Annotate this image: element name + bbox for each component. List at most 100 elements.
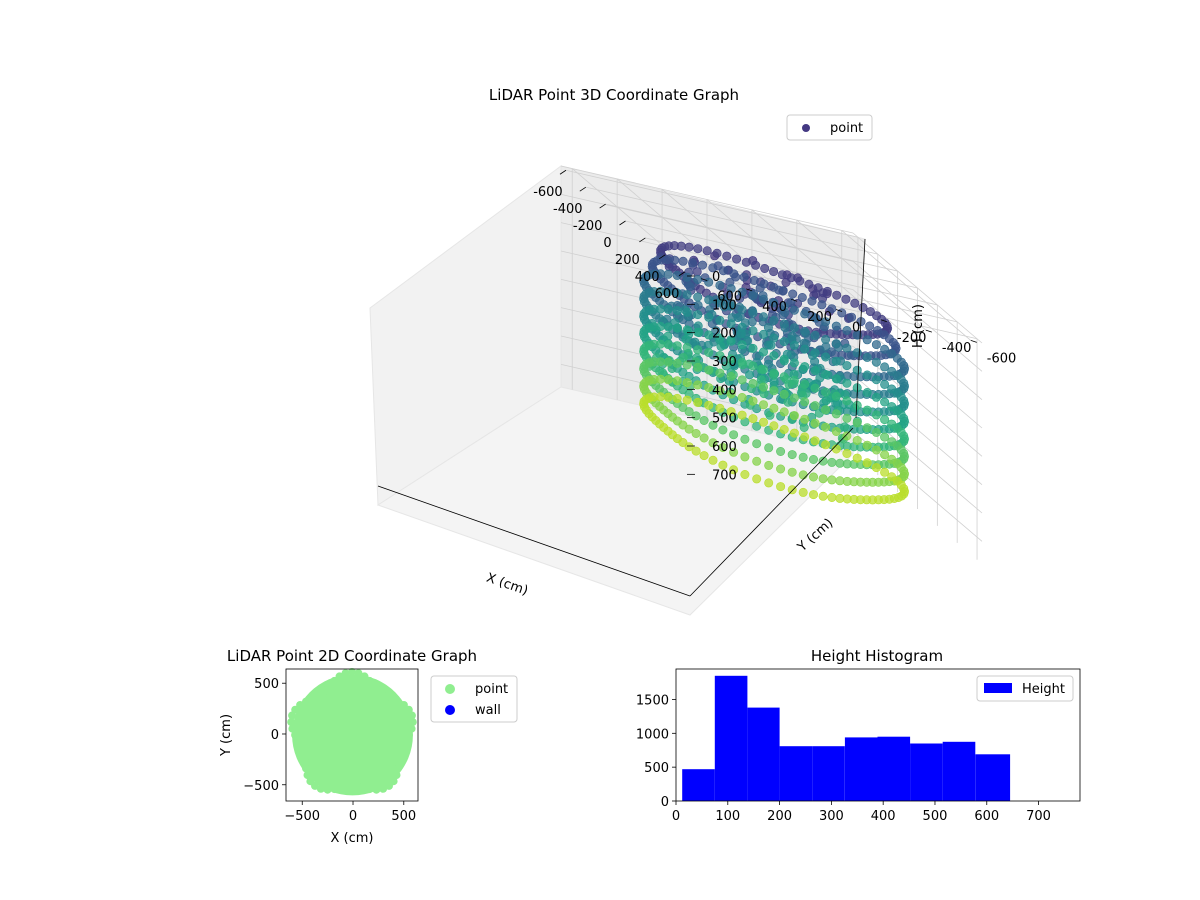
- point-mark: [769, 386, 779, 396]
- point-mark: [789, 393, 799, 403]
- point-mark: [684, 442, 694, 452]
- point-mark: [862, 423, 872, 433]
- point-mark: [704, 365, 714, 375]
- histogram-bar: [779, 746, 813, 801]
- x-tick-label-histogram: 600: [974, 809, 999, 824]
- point-mark: [684, 424, 694, 434]
- point-mark: [737, 305, 747, 315]
- x-axis-label-3d: X (cm): [484, 571, 530, 599]
- point-mark: [758, 294, 768, 304]
- point-mark: [880, 467, 890, 477]
- point-mark: [755, 283, 765, 293]
- point-mark: [831, 426, 841, 436]
- point-mark: [655, 392, 665, 402]
- scatter-2d-point: [379, 784, 388, 793]
- point-mark: [718, 425, 728, 435]
- legend-2d-marker-wall: [445, 705, 455, 715]
- point-mark: [842, 361, 852, 371]
- point-mark: [835, 493, 845, 503]
- scatter-2d-point: [359, 783, 368, 792]
- point-mark: [655, 304, 665, 314]
- scatter-2d-point: [316, 784, 325, 793]
- z-tick-label-3d: 400: [712, 383, 737, 398]
- point-mark: [711, 326, 721, 336]
- point-mark: [810, 348, 820, 358]
- point-mark: [676, 241, 686, 251]
- scatter-2d-mass: [292, 674, 413, 796]
- point-mark: [779, 407, 789, 417]
- point-mark: [740, 469, 750, 479]
- histogram-ticks: 0 100 200 300 400 500 600 700 0 500 1000 1500: [636, 693, 1051, 824]
- point-mark: [704, 330, 714, 340]
- point-mark: [800, 414, 810, 424]
- point-mark: [800, 432, 810, 442]
- point-mark: [764, 460, 774, 470]
- histogram-bar: [747, 707, 780, 801]
- point-mark: [842, 413, 852, 423]
- y-tick-label-2d: 500: [254, 677, 279, 692]
- point-mark: [769, 282, 779, 292]
- point-mark: [682, 325, 692, 335]
- point-mark: [693, 362, 703, 372]
- scatter-2d-point: [301, 757, 310, 766]
- point-mark: [808, 490, 818, 500]
- legend-histogram-swatch: [984, 683, 1012, 693]
- point-mark: [737, 410, 747, 420]
- point-mark: [655, 321, 665, 331]
- point-mark: [810, 365, 820, 375]
- point-mark: [737, 287, 747, 297]
- point-mark: [847, 312, 857, 322]
- point-mark: [672, 376, 682, 386]
- point-mark: [862, 370, 872, 380]
- point-mark: [758, 347, 768, 357]
- point-mark: [708, 263, 718, 273]
- point-mark: [715, 351, 725, 361]
- point-mark: [737, 357, 747, 367]
- legend-3d-label: point: [830, 121, 863, 136]
- histogram-title: Height Histogram: [811, 647, 943, 665]
- scatter-2d-point: [303, 771, 312, 780]
- y-axis-label-2d: Y (cm): [219, 714, 234, 757]
- point-mark: [810, 313, 820, 323]
- scatter-2d-point: [288, 724, 297, 733]
- x-tick-label-histogram: 300: [819, 809, 844, 824]
- point-mark: [789, 358, 799, 368]
- point-mark: [880, 415, 890, 425]
- point-mark: [758, 364, 768, 374]
- legend-2d: point wall: [430, 675, 518, 723]
- y-axis-line: [689, 427, 854, 597]
- point-mark: [672, 358, 682, 368]
- point-mark: [871, 357, 881, 367]
- point-mark: [835, 476, 845, 486]
- point-mark: [712, 248, 722, 258]
- y-tick-label-3d: 0: [852, 321, 860, 336]
- point-mark: [871, 410, 881, 420]
- point-mark: [726, 389, 736, 399]
- z-tick-label-3d: 200: [712, 327, 737, 342]
- point-mark: [842, 325, 852, 335]
- z-tick-label-3d: 0: [712, 270, 720, 285]
- x-axis-label-2d: X (cm): [331, 831, 374, 846]
- point-mark: [748, 291, 758, 301]
- y-tick-label-3d: -600: [987, 351, 1017, 366]
- point-mark: [748, 361, 758, 371]
- point-mark: [672, 288, 682, 298]
- x-tick-label-2d: −500: [284, 809, 320, 824]
- point-mark: [726, 371, 736, 381]
- point-mark: [831, 391, 841, 401]
- point-mark: [810, 436, 820, 446]
- point-mark: [715, 368, 725, 378]
- y-tick-label-3d: 200: [807, 310, 832, 325]
- point-mark: [821, 422, 831, 432]
- point-mark: [769, 368, 779, 378]
- point-mark: [672, 306, 682, 316]
- point-mark: [693, 310, 703, 320]
- point-mark: [852, 435, 862, 445]
- point-mark: [800, 362, 810, 372]
- point-mark: [769, 421, 779, 431]
- point-mark: [699, 433, 709, 443]
- point-mark: [737, 392, 747, 402]
- point-mark: [789, 305, 799, 315]
- point-mark: [729, 430, 739, 440]
